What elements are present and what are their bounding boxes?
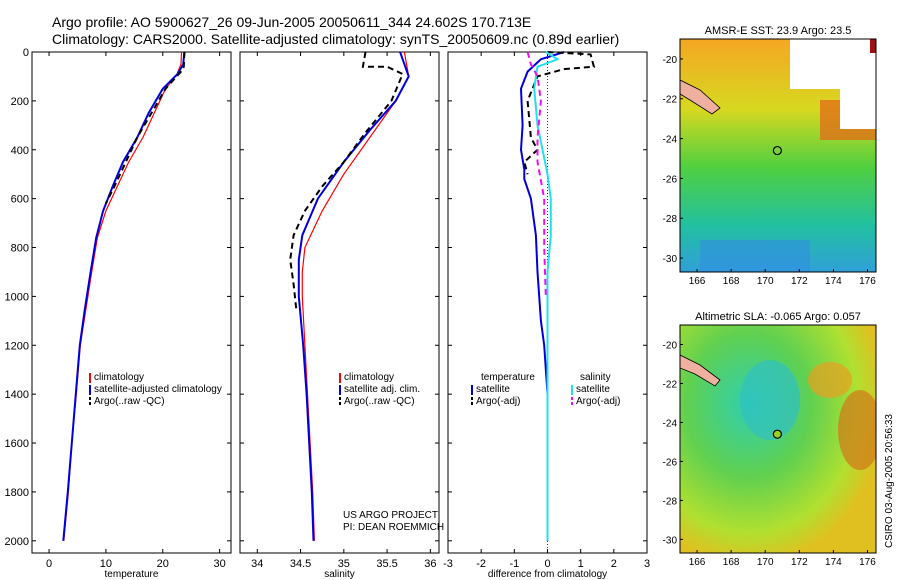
salinity-legend-2-label: Argo(..raw -QC) [344,396,415,407]
map-ytick-label: -20 [663,340,678,351]
depth-tick-label: 0 [23,47,29,59]
depth-tick-label: 600 [11,194,29,206]
sst-map-title: AMSR-E SST: 23.9 Argo: 23.5 [705,25,852,37]
map-ytick-label: -24 [663,418,678,429]
map-xtick-label: 176 [859,276,876,287]
legend-sal-satellite-label: satellite [576,384,610,395]
difference-xtick-label: 1 [578,558,584,570]
legend-temperature-title: temperature [481,372,535,383]
map-xtick-label: 166 [689,557,706,568]
map-xtick-label: 166 [689,276,706,287]
salinity-xtick-label: 34 [251,558,263,570]
sla-argo-marker [772,429,782,439]
difference-xtick-label: -1 [509,558,519,570]
legend-sal-argo-label: Argo(-adj) [576,396,620,407]
temperature-legend-2-label: Argo(..raw -QC) [94,396,165,407]
difference-xtick-label: 3 [644,558,650,570]
map-ytick-label: -26 [663,174,678,185]
salinity-xlabel: salinity [324,569,355,580]
salinity-panel: 34 34.5 35 35.5 36 salinity [239,51,440,580]
sst-argo-marker [772,145,782,156]
salinity-xtick-label: 35.5 [376,558,397,570]
sla-map-field [680,325,876,553]
temperature-legend-1-label: satellite-adjusted climatology [94,384,222,395]
temperature-series-2 [105,51,186,204]
sst-map-field [680,39,876,272]
temperature-legend-0-label: climatology [94,372,144,383]
difference-series-0 [519,51,565,541]
sst-map-frame [679,38,877,273]
depth-tick-label: 1400 [5,389,29,401]
salinity-series-1 [297,51,410,541]
salinity-frame [239,51,440,554]
temperature-xlabel: temperature [105,569,159,580]
difference-xtick-label: 0 [544,558,550,570]
temperature-xtick-label: 10 [100,558,112,570]
depth-tick-label: 200 [11,96,29,108]
map-ytick-label: -30 [663,254,678,265]
temperature-xtick-label: 0 [46,558,52,570]
salinity-legend-1-label: satellite adj. clim. [344,384,420,395]
difference-series-3 [526,51,547,297]
depth-tick-label: 800 [11,243,29,255]
difference-series-2 [533,51,560,541]
map-xtick-label: 168 [723,276,740,287]
difference-series-1 [523,51,596,175]
sla-map-frame [679,324,877,554]
temperature-xtick-label: 20 [157,558,169,570]
map-ytick-label: -28 [663,214,678,225]
difference-xtick-label: 2 [611,558,617,570]
climatology-title: Climatology: CARS2000. Satellite-adjuste… [52,31,620,47]
temperature-panel: 0 10 20 30 temperature 0 200 400 600 800 1000 1200 1… [5,47,232,580]
depth-tick-label: 400 [11,145,29,157]
salinity-xtick-label: 34.5 [290,558,311,570]
legend-temp-satellite-label: satellite [476,384,510,395]
temperature-frame [31,51,232,554]
temperature-xtick-label: 30 [214,558,226,570]
difference-panel: -3 -2 -1 0 1 2 3 difference from climatology [443,51,650,580]
profile-title: Argo profile: AO 5900627_26 09-Jun-2005 … [52,14,532,30]
difference-xtick-label: -3 [443,558,453,570]
depth-tick-label: 1800 [5,487,29,499]
project-annotation-0: US ARGO PROJECT [343,510,438,521]
salinity-xtick-label: 35 [338,558,350,570]
salinity-legend-0-label: climatology [344,372,394,383]
salinity-xtick-label: 36 [424,558,436,570]
map-ytick-label: -28 [663,496,678,507]
temperature-series-0 [63,51,183,541]
difference-legend: temperaturesatelliteArgo(-adj)salinitysa… [471,372,620,407]
map-xtick-label: 176 [859,557,876,568]
map-ytick-label: -24 [663,135,678,146]
legend-salinity-title: salinity [580,372,611,383]
map-ytick-label: -22 [663,95,678,106]
depth-tick-label: 2000 [5,536,29,548]
depth-tick-label: 1000 [5,291,29,303]
map-xtick-label: 174 [825,276,842,287]
depth-tick-label: 1600 [5,438,29,450]
difference-xtick-label: -2 [476,558,486,570]
difference-xlabel: difference from climatology [488,569,607,580]
temperature-series-1 [62,51,186,541]
map-xtick-label: 172 [791,557,808,568]
map-xtick-label: 170 [757,557,774,568]
sla-map-title: Altimetric SLA: -0.065 Argo: 0.057 [695,311,861,323]
legend-temp-argo-label: Argo(-adj) [476,396,520,407]
salinity-series-0 [301,51,410,541]
project-annotation-1: PI: DEAN ROEMMICH [343,522,444,533]
map-xtick-label: 170 [757,276,774,287]
map-ytick-label: -30 [663,535,678,546]
map-ytick-label: -26 [663,457,678,468]
map-xtick-label: 174 [825,557,842,568]
salinity-series-2 [289,51,404,309]
map-xtick-label: 168 [723,557,740,568]
map-ytick-label: -20 [663,55,678,66]
map-xtick-label: 172 [791,276,808,287]
depth-tick-label: 1200 [5,340,29,352]
map-ytick-label: -22 [663,379,678,390]
credit-text: CSIRO 03-Aug-2005 20:56:33 [884,414,895,548]
